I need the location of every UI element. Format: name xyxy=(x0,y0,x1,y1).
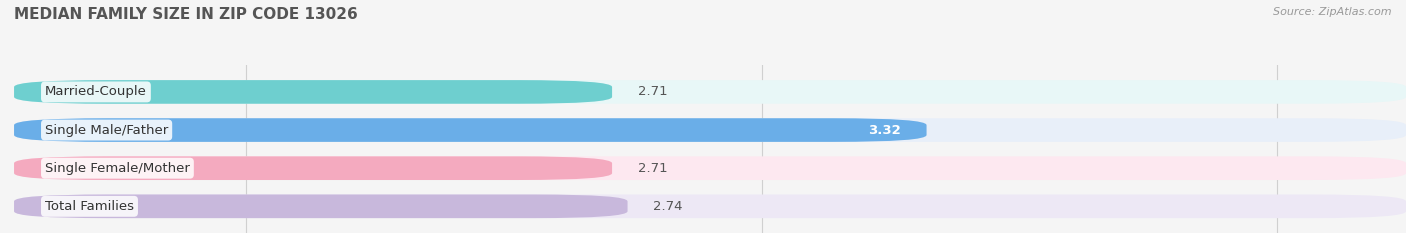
Text: Single Male/Father: Single Male/Father xyxy=(45,123,169,137)
Text: Married-Couple: Married-Couple xyxy=(45,86,146,98)
Text: 2.71: 2.71 xyxy=(638,86,668,98)
Text: 2.71: 2.71 xyxy=(638,162,668,175)
FancyBboxPatch shape xyxy=(14,80,1406,104)
FancyBboxPatch shape xyxy=(14,195,627,218)
FancyBboxPatch shape xyxy=(14,80,612,104)
FancyBboxPatch shape xyxy=(14,118,927,142)
FancyBboxPatch shape xyxy=(14,156,612,180)
Text: 3.32: 3.32 xyxy=(868,123,901,137)
Text: Total Families: Total Families xyxy=(45,200,134,213)
Text: Single Female/Mother: Single Female/Mother xyxy=(45,162,190,175)
Text: MEDIAN FAMILY SIZE IN ZIP CODE 13026: MEDIAN FAMILY SIZE IN ZIP CODE 13026 xyxy=(14,7,357,22)
FancyBboxPatch shape xyxy=(14,118,1406,142)
FancyBboxPatch shape xyxy=(14,156,1406,180)
Text: Source: ZipAtlas.com: Source: ZipAtlas.com xyxy=(1274,7,1392,17)
Text: 2.74: 2.74 xyxy=(654,200,683,213)
FancyBboxPatch shape xyxy=(14,195,1406,218)
